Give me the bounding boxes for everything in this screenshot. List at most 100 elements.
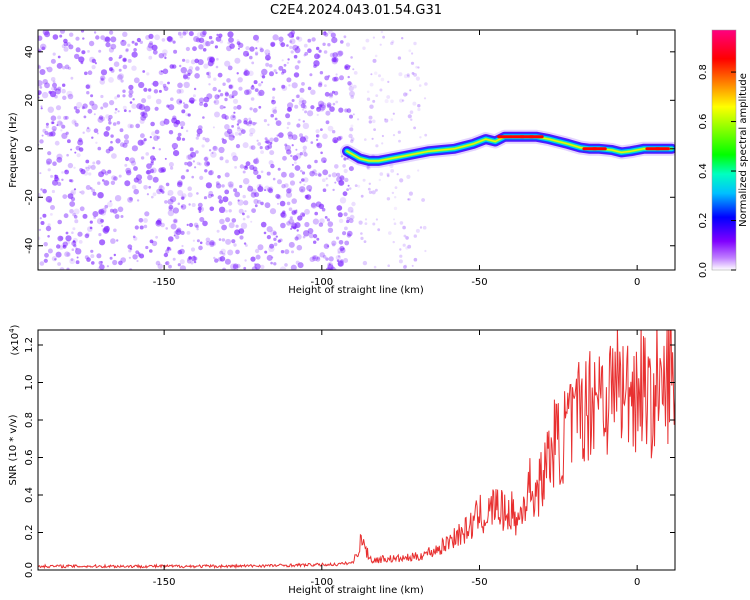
noise-speck — [317, 54, 321, 58]
noise-speck — [138, 81, 145, 89]
noise-speck — [59, 34, 63, 38]
noise-speck — [179, 88, 184, 94]
noise-speck — [87, 50, 90, 53]
noise-speck — [322, 188, 327, 192]
noise-speck — [286, 126, 289, 130]
noise-speck — [336, 50, 343, 58]
noise-speck — [50, 174, 54, 178]
noise-speck — [85, 127, 91, 133]
noise-speck — [306, 185, 313, 191]
noise-speck — [73, 244, 77, 248]
noise-speck — [250, 145, 256, 151]
noise-speck — [50, 58, 56, 64]
noise-speck — [228, 183, 234, 189]
noise-speck — [70, 179, 74, 183]
noise-speck — [348, 187, 352, 190]
spectrogram-axes: -150 -100 -50 0 -40 -20 0 20 40 — [24, 30, 675, 288]
noise-speck — [105, 114, 110, 119]
noise-speck — [256, 39, 260, 43]
noise-speck — [324, 75, 330, 81]
noise-speck — [422, 225, 427, 230]
noise-speck — [57, 235, 64, 242]
noise-speck — [256, 174, 262, 180]
noise-speck — [318, 203, 325, 209]
noise-speck — [310, 141, 314, 144]
noise-speck — [344, 240, 350, 246]
noise-speck — [132, 98, 135, 101]
noise-speck — [70, 258, 74, 262]
noise-speck — [100, 116, 106, 122]
noise-speck — [252, 166, 258, 172]
noise-speck — [192, 46, 197, 52]
noise-speck — [198, 210, 202, 213]
noise-speck — [407, 198, 410, 201]
noise-speck — [177, 249, 183, 255]
noise-speck — [77, 139, 84, 146]
noise-speck — [47, 235, 50, 238]
noise-speck — [314, 53, 320, 60]
noise-speck — [218, 146, 225, 154]
noise-speck — [187, 72, 191, 77]
noise-speck — [67, 162, 74, 169]
noise-speck — [108, 47, 114, 53]
noise-speck — [294, 104, 299, 109]
noise-speck — [288, 241, 295, 248]
noise-speck — [70, 191, 74, 195]
noise-speck — [177, 31, 182, 36]
noise-speck — [186, 231, 191, 235]
noise-speck — [179, 34, 184, 39]
noise-speck — [239, 127, 244, 132]
noise-speck — [141, 98, 147, 104]
noise-speck — [125, 49, 129, 53]
noise-speck — [349, 127, 354, 132]
noise-speck — [100, 94, 104, 99]
noise-speck — [318, 171, 321, 175]
noise-speck — [317, 82, 323, 88]
noise-speck — [264, 202, 271, 209]
noise-speck — [148, 33, 154, 40]
noise-speck — [326, 244, 329, 247]
noise-speck — [67, 193, 74, 200]
noise-speck — [375, 218, 378, 221]
noise-speck — [211, 194, 214, 197]
noise-speck — [253, 34, 259, 41]
noise-speck — [110, 36, 117, 43]
noise-speck — [334, 164, 339, 169]
noise-speck — [206, 161, 210, 166]
noise-speck — [240, 222, 248, 229]
noise-speck — [351, 201, 356, 207]
noise-speck — [199, 175, 204, 180]
noise-speck — [167, 189, 174, 196]
noise-speck — [104, 36, 111, 43]
noise-speck — [210, 170, 213, 172]
noise-speck — [224, 115, 229, 120]
noise-speck — [346, 108, 352, 113]
noise-speck — [331, 243, 336, 247]
noise-speck — [109, 208, 114, 213]
noise-speck — [186, 169, 189, 172]
noise-speck — [58, 244, 64, 250]
noise-speck — [175, 235, 180, 240]
noise-speck — [185, 112, 189, 117]
noise-speck — [167, 198, 174, 205]
noise-speck — [297, 60, 301, 64]
noise-speck — [227, 181, 234, 188]
noise-speck — [97, 146, 102, 151]
noise-speck — [279, 266, 287, 270]
noise-speck — [304, 221, 310, 228]
noise-speck — [155, 98, 162, 105]
noise-speck — [177, 202, 181, 206]
noise-speck — [275, 120, 282, 126]
noise-speck — [345, 42, 351, 47]
noise-speck — [332, 188, 335, 192]
noise-speck — [362, 260, 368, 266]
noise-speck — [242, 142, 249, 149]
noise-speck — [221, 238, 226, 242]
noise-speck — [298, 100, 305, 106]
noise-speck — [196, 32, 202, 37]
noise-speck — [348, 218, 354, 224]
noise-speck — [202, 40, 209, 47]
noise-speck — [206, 71, 211, 76]
noise-speck — [122, 94, 126, 98]
noise-speck — [133, 166, 138, 171]
